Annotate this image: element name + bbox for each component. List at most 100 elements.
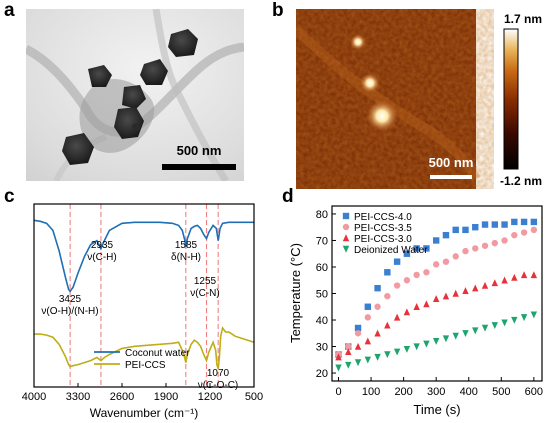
data-point (364, 314, 372, 321)
scale-bar-label: 500 nm (429, 155, 474, 170)
data-point (501, 319, 508, 327)
x-tick-label: 600 (525, 386, 543, 398)
peak-annotation-1070: ν(C-O-C) (198, 380, 239, 391)
data-point (530, 271, 538, 279)
y-tick-label: 40 (316, 315, 328, 327)
x-tick-label: 2600 (110, 391, 134, 403)
legend-label: Coconut water (125, 348, 190, 359)
data-point (491, 279, 498, 287)
data-point (354, 342, 362, 350)
nanoparticle (62, 133, 94, 165)
peak-annotation-1255: ν(C-N) (190, 288, 219, 299)
data-point (335, 353, 342, 361)
data-point (511, 218, 518, 226)
data-point (462, 287, 469, 295)
data-point (501, 237, 508, 244)
x-tick-label: 0 (335, 386, 341, 398)
data-point (384, 292, 391, 300)
colorbar-min-label: -1.2 nm (500, 174, 542, 188)
y-tick-label: 70 (316, 235, 328, 247)
nanoparticle (132, 123, 140, 131)
data-point (432, 338, 440, 345)
data-point (530, 311, 538, 319)
data-point (472, 224, 479, 231)
data-point (472, 245, 479, 252)
colorbar-max-label: 1.7 nm (504, 12, 542, 26)
data-point (511, 231, 518, 239)
nanoparticle (114, 107, 144, 139)
peak-annotation-1585: δ(N-H) (171, 252, 201, 263)
data-point (520, 218, 528, 226)
legend-marker (342, 234, 350, 242)
data-point (345, 361, 352, 369)
data-point (393, 313, 401, 321)
peak-annotation-3425: ν(O-H)/(N-H) (41, 306, 98, 317)
afm-bright-spot (360, 73, 380, 93)
data-point (432, 295, 440, 303)
x-tick-label: 400 (460, 386, 478, 398)
peak-annotation-2935: ν(C-H) (87, 252, 116, 263)
data-point (452, 289, 459, 297)
x-tick-label: 1900 (154, 391, 178, 403)
carbon-film (152, 9, 229, 181)
data-point (374, 284, 381, 292)
data-point (432, 237, 440, 244)
y-tick-label: 60 (316, 262, 328, 274)
series-line-coconut-water (33, 219, 254, 293)
data-point (452, 253, 459, 260)
data-point (520, 314, 528, 322)
data-point (374, 353, 381, 361)
data-point (452, 332, 459, 340)
data-point (501, 221, 508, 228)
data-point (393, 282, 401, 289)
x-tick-label: 4000 (22, 391, 46, 403)
data-point (345, 343, 352, 350)
scale-bar (162, 164, 236, 170)
temperature-chart: 0 100 200 300 400 500 600 20 30 40 50 60 70 80 PEI-CC… (288, 205, 543, 417)
plot-frame (33, 203, 255, 388)
data-point (481, 281, 489, 289)
scale-bar (430, 175, 472, 179)
data-point (491, 221, 498, 228)
legend-label: PEI-CCS (125, 360, 166, 371)
x-axis-label: Time (s) (413, 402, 460, 417)
data-point (530, 226, 538, 234)
data-point (423, 269, 430, 276)
x-tick-label: 1200 (198, 391, 222, 403)
data-point (442, 292, 450, 300)
x-tick-label: 100 (362, 386, 380, 398)
data-point (393, 258, 401, 265)
series-line-pei-ccs (34, 326, 255, 369)
data-point (354, 324, 362, 332)
panel-letter-a: a (4, 0, 15, 21)
peak-annotation-1255: 1255 (194, 276, 217, 287)
data-point (393, 348, 401, 356)
data-point (374, 329, 381, 337)
afm-image: 500 nm 1.7 nm -1.2 nm (296, 9, 542, 189)
legend-label: Deionized Water (354, 245, 428, 256)
data-point (364, 337, 372, 345)
afm-ridge (296, 25, 481, 182)
ftir-chart: 4000 3300 2600 1900 1200 500 3425ν(O-H)/(N-H)… (22, 203, 263, 420)
peak-annotation-1585: 1585 (175, 240, 198, 251)
tem-image: 500 nm (26, 9, 244, 181)
data-point (442, 258, 450, 265)
nanoparticle (122, 85, 146, 109)
data-point (354, 330, 362, 337)
data-point (335, 364, 342, 372)
peak-annotation-1070: 1070 (207, 368, 230, 379)
data-point (413, 343, 420, 351)
data-point (413, 245, 420, 252)
scale-bar-label: 500 nm (177, 143, 222, 158)
x-tick-label: 3300 (66, 391, 90, 403)
data-point (481, 221, 489, 228)
data-point (462, 226, 469, 234)
data-point (384, 269, 391, 276)
data-point (423, 245, 430, 252)
peak-annotation-3425: 3425 (59, 294, 82, 305)
data-point (354, 359, 362, 367)
data-point (403, 308, 411, 316)
data-point (413, 303, 420, 310)
data-point (384, 351, 391, 359)
y-tick-label: 20 (316, 368, 328, 380)
